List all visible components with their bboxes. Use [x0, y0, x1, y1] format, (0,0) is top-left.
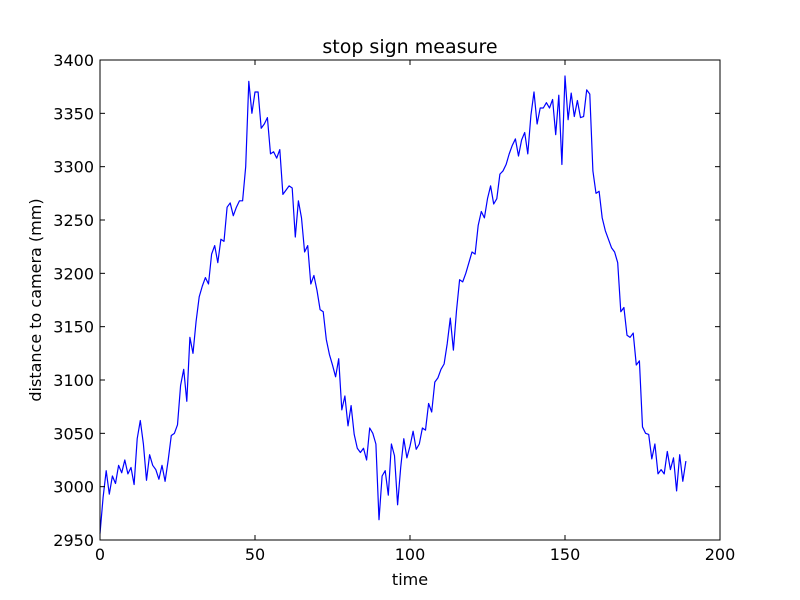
y-tick-label: 3050 — [53, 424, 94, 443]
series-line — [99, 75, 687, 534]
plot-area — [99, 59, 721, 541]
y-tick-label: 3250 — [53, 211, 94, 230]
y-tick-label: 3300 — [53, 158, 94, 177]
y-axis-ticks: 2950 3000 3050 3100 3150 3200 3250 3300 3350 3400 — [53, 51, 720, 550]
chart-title: stop sign measure — [322, 36, 497, 58]
x-axis-ticks: 0 50 100 150 200 — [95, 60, 735, 564]
y-tick-label: 3200 — [53, 264, 94, 283]
x-tick-label: 150 — [550, 545, 581, 564]
y-tick-label: 3100 — [53, 371, 94, 390]
y-axis-label: distance to camera (mm) — [26, 198, 45, 401]
x-tick-label: 100 — [395, 545, 426, 564]
y-tick-label: 2950 — [53, 531, 94, 550]
plot-background — [100, 60, 720, 540]
x-tick-label: 50 — [245, 545, 265, 564]
y-tick-label: 3350 — [53, 104, 94, 123]
y-tick-label: 3400 — [53, 51, 94, 70]
x-tick-label: 0 — [95, 545, 105, 564]
y-tick-label: 3000 — [53, 478, 94, 497]
x-tick-label: 200 — [705, 545, 736, 564]
y-tick-label: 3150 — [53, 318, 94, 337]
x-axis-label: time — [392, 570, 428, 589]
